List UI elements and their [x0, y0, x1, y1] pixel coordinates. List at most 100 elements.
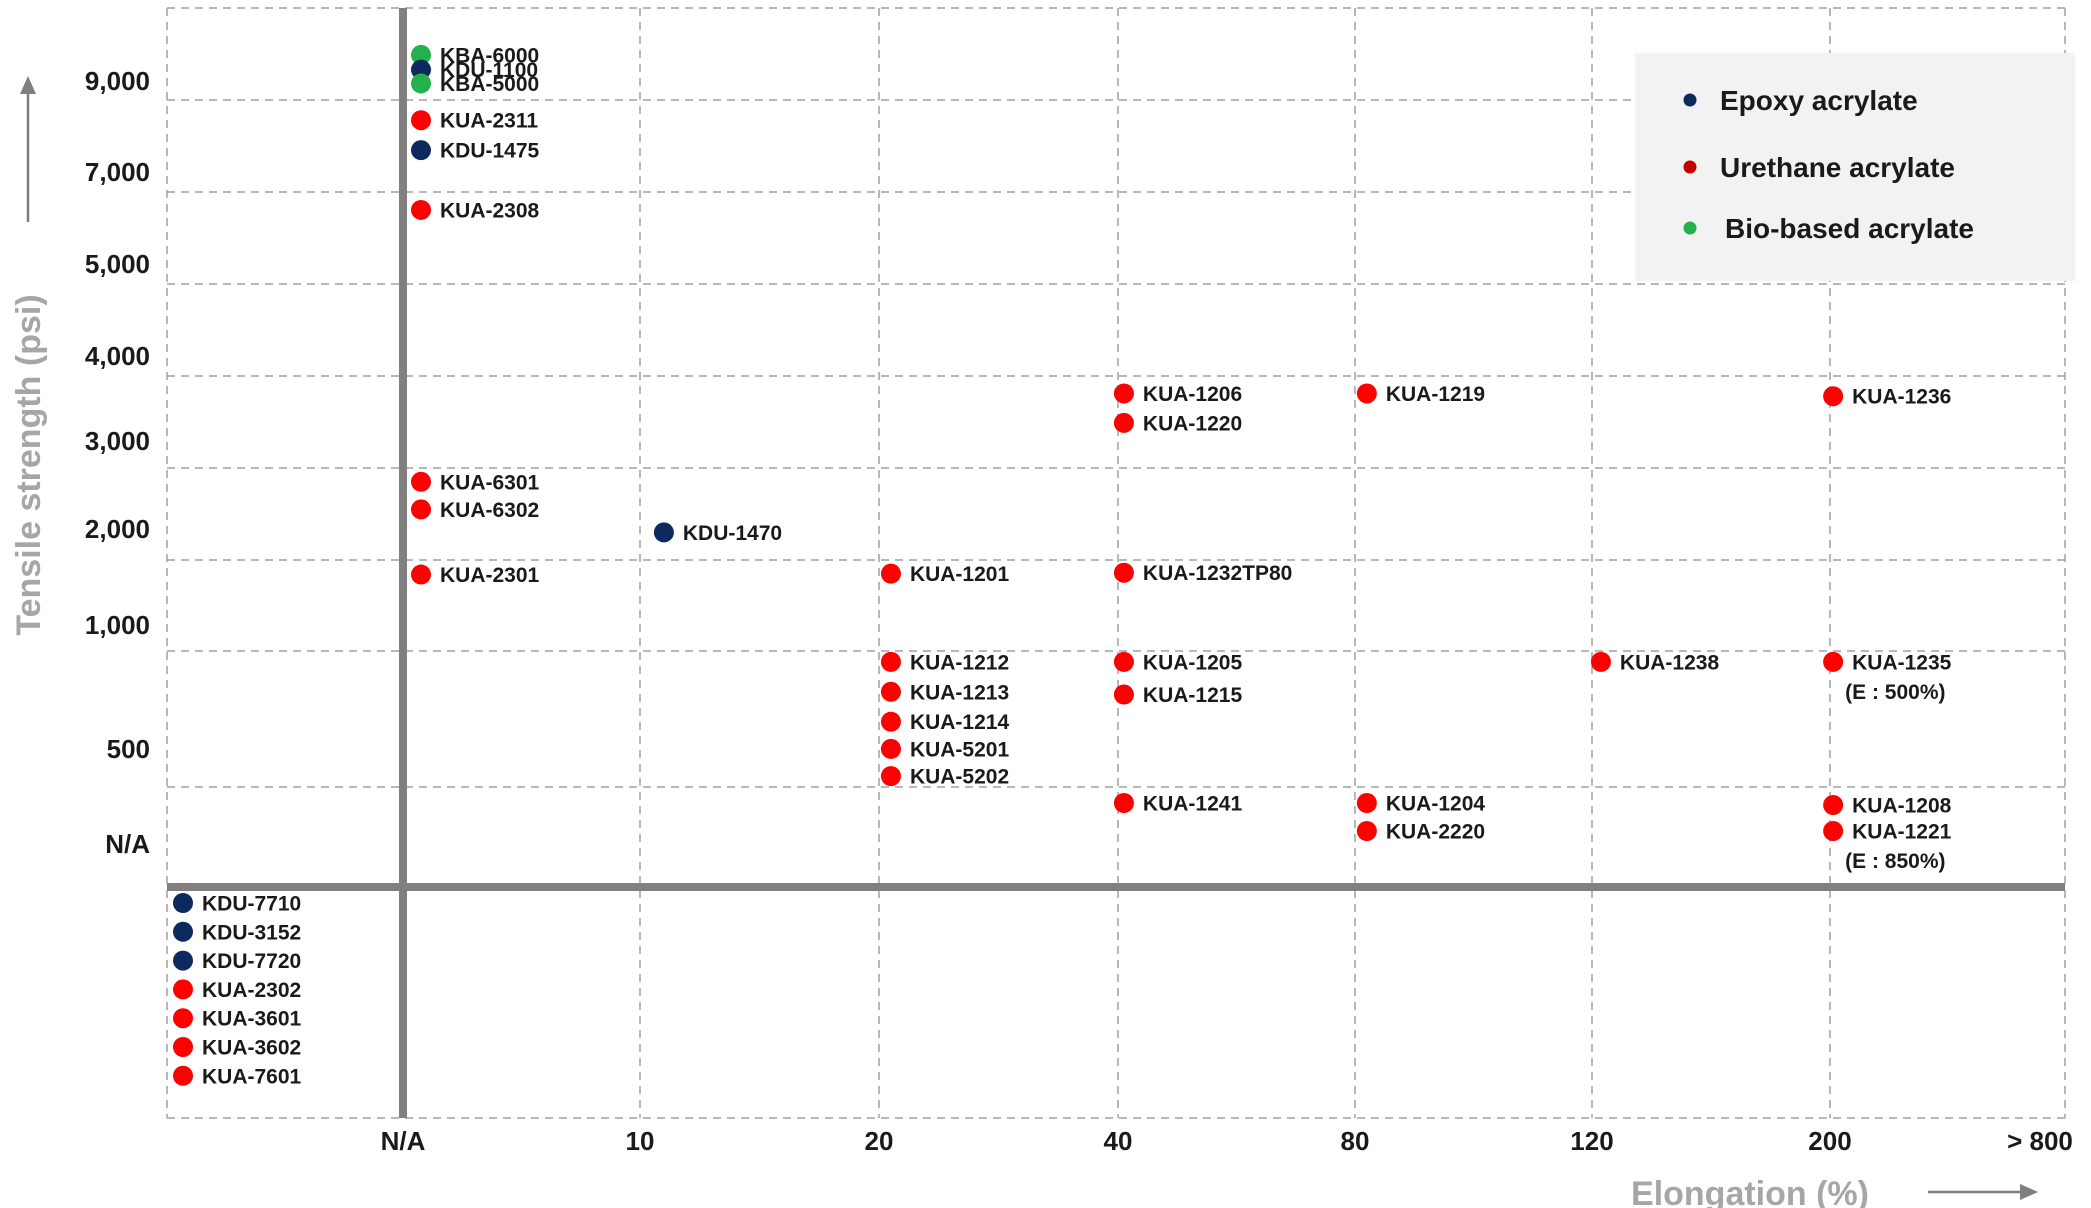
data-point-label-kba-6000: KBA-6000	[440, 44, 539, 67]
tick-labels: N/A 10 20 40 80 120 200 > 800 N/A 500 1,000 2,000 3,…	[85, 66, 2073, 1156]
data-point-kua-1232tp80	[1113, 562, 1134, 583]
y-tick-label-9-000: 9,000	[85, 66, 150, 96]
data-point-label-kua-2220: KUA-2220	[1386, 821, 1485, 844]
legend-marker-bio-based-acrylate	[1683, 221, 1697, 235]
data-point-label-kba-5000: KBA-5000	[440, 73, 539, 96]
data-point-label-kdu-7710: KDU-7710	[202, 893, 301, 916]
legend-label-bio-based-acrylate: Bio-based acrylate	[1725, 213, 1974, 244]
data-point-label-kua-2302: KUA-2302	[202, 979, 301, 1002]
data-point-label-kua-1215: KUA-1215	[1143, 684, 1243, 707]
data-point-kdu-3152	[173, 921, 193, 942]
x-axis-arrowhead	[2020, 1184, 2038, 1200]
data-point-kua-1219	[1356, 383, 1377, 404]
legend-label-epoxy-acrylate: Epoxy acrylate	[1720, 85, 1918, 116]
data-point-label-kua-1201: KUA-1201	[910, 563, 1010, 586]
y-tick-label-3-000: 3,000	[85, 426, 150, 456]
data-point-label-kua-2308: KUA-2308	[440, 199, 540, 222]
data-point-label-kua-1220: KUA-1220	[1143, 412, 1242, 435]
data-point-label-kua-1212: KUA-1212	[910, 651, 1009, 674]
data-point-kua-1205	[1113, 651, 1134, 672]
data-point-label-kua-7601: KUA-7601	[202, 1065, 302, 1088]
legend-box	[1635, 53, 2075, 281]
data-point-label-kua-1235: KUA-1235	[1852, 651, 1952, 674]
data-point-label-kua-1206: KUA-1206	[1143, 383, 1242, 406]
data-point-kua-1238	[1590, 651, 1611, 672]
data-point-kua-1213	[880, 681, 901, 702]
data-point-label-kua-2301: KUA-2301	[440, 564, 540, 587]
y-tick-label-5-000: 5,000	[85, 249, 150, 279]
data-point-label-kua-1213: KUA-1213	[910, 681, 1009, 704]
x-tick-label-n-a: N/A	[381, 1126, 426, 1156]
x-axis-title: Elongation (%)	[1631, 1175, 1869, 1208]
data-point-label-kdu-3152: KDU-3152	[202, 921, 301, 944]
axes	[167, 8, 2065, 1118]
data-point-kba-6000	[411, 44, 431, 65]
x-tick-label-10: 10	[626, 1126, 655, 1156]
data-point-kua-7601	[173, 1065, 193, 1086]
data-point-kua-1212	[880, 651, 901, 672]
data-point-kua-2311	[411, 110, 431, 131]
data-point-label-kua-5201: KUA-5201	[910, 738, 1010, 761]
data-point-label-kua-5202: KUA-5202	[910, 766, 1009, 789]
data-point-kua-1241	[1113, 793, 1134, 813]
data-point-kua-1221	[1823, 821, 1844, 841]
y-tick-label-4-000: 4,000	[85, 341, 150, 371]
y-tick-label-7-000: 7,000	[85, 157, 150, 187]
legend: Epoxy acrylate Urethane acrylate Bio-based…	[1635, 53, 2075, 281]
y-tick-label-2-000: 2,000	[85, 514, 150, 544]
data-point-kdu-1475	[411, 140, 431, 161]
data-point-kdu-7710	[173, 893, 193, 913]
legend-marker-epoxy-acrylate	[1683, 93, 1697, 107]
data-point-kua-3601	[173, 1008, 193, 1029]
y-tick-label-500: 500	[107, 734, 150, 764]
data-point-label-kdu-1475: KDU-1475	[440, 140, 540, 163]
data-point-label-kua-2311: KUA-2311	[440, 110, 538, 133]
data-point-kua-1204	[1356, 793, 1377, 813]
x-tick-label-80: 80	[1341, 1126, 1370, 1156]
data-point-label-kua-1205: KUA-1205	[1143, 651, 1243, 674]
x-tick-label-120: 120	[1570, 1126, 1613, 1156]
data-point-kua-5202	[880, 766, 901, 787]
data-point-kua-1235	[1823, 651, 1844, 672]
data-point-label-kua-6302: KUA-6302	[440, 499, 539, 522]
data-point-kua-6302	[411, 499, 431, 520]
data-point-kua-1206	[1113, 383, 1134, 404]
data-point-kua-2308	[411, 199, 431, 220]
data-point-kba-5000	[411, 73, 431, 94]
data-point-kdu-1100	[411, 59, 431, 80]
data-point-kua-2302	[173, 979, 193, 1000]
data-point-kua-2220	[1356, 821, 1377, 841]
data-point-kua-1208	[1823, 795, 1844, 815]
data-point-note-kua-1235: (E : 500%)	[1845, 681, 1945, 704]
data-point-label-kua-1214: KUA-1214	[910, 711, 1010, 734]
legend-label-urethane-acrylate: Urethane acrylate	[1720, 152, 1955, 183]
data-point-kua-2301	[411, 564, 431, 585]
data-point-label-kua-1236: KUA-1236	[1852, 386, 1951, 409]
data-point-kua-6301	[411, 471, 431, 492]
data-point-kua-5201	[880, 738, 901, 759]
data-point-kua-1201	[880, 563, 901, 584]
data-point-note-kua-1221: (E : 850%)	[1845, 850, 1945, 873]
data-point-label-kua-1232tp80: KUA-1232TP80	[1143, 562, 1292, 585]
data-point-label-kdu-1100: KDU-1100	[440, 59, 538, 82]
data-point-label-kua-6301: KUA-6301	[440, 471, 540, 494]
data-point-label-kua-1208: KUA-1208	[1852, 795, 1952, 818]
y-tick-label-1-000: 1,000	[85, 610, 150, 640]
legend-marker-urethane-acrylate	[1683, 160, 1697, 174]
axis-titles: Tensile strength (psi) Elongation (%)	[10, 76, 2038, 1208]
data-point-label-kua-1204: KUA-1204	[1386, 793, 1486, 816]
data-point-kdu-7720	[173, 950, 193, 971]
x-tick-label-40: 40	[1104, 1126, 1133, 1156]
data-point-label-kua-1221: KUA-1221	[1852, 821, 1952, 844]
data-point-label-kua-1219: KUA-1219	[1386, 383, 1485, 406]
x-tick-label-200: 200	[1808, 1126, 1851, 1156]
data-point-kua-1215	[1113, 684, 1134, 705]
data-point-label-kua-1238: KUA-1238	[1620, 651, 1720, 674]
data-point-kua-1214	[880, 711, 901, 732]
data-point-kdu-1470	[653, 522, 674, 543]
x-tick-label-800: > 800	[2007, 1126, 2073, 1156]
y-axis-arrowhead	[20, 76, 36, 94]
x-tick-label-20: 20	[865, 1126, 894, 1156]
